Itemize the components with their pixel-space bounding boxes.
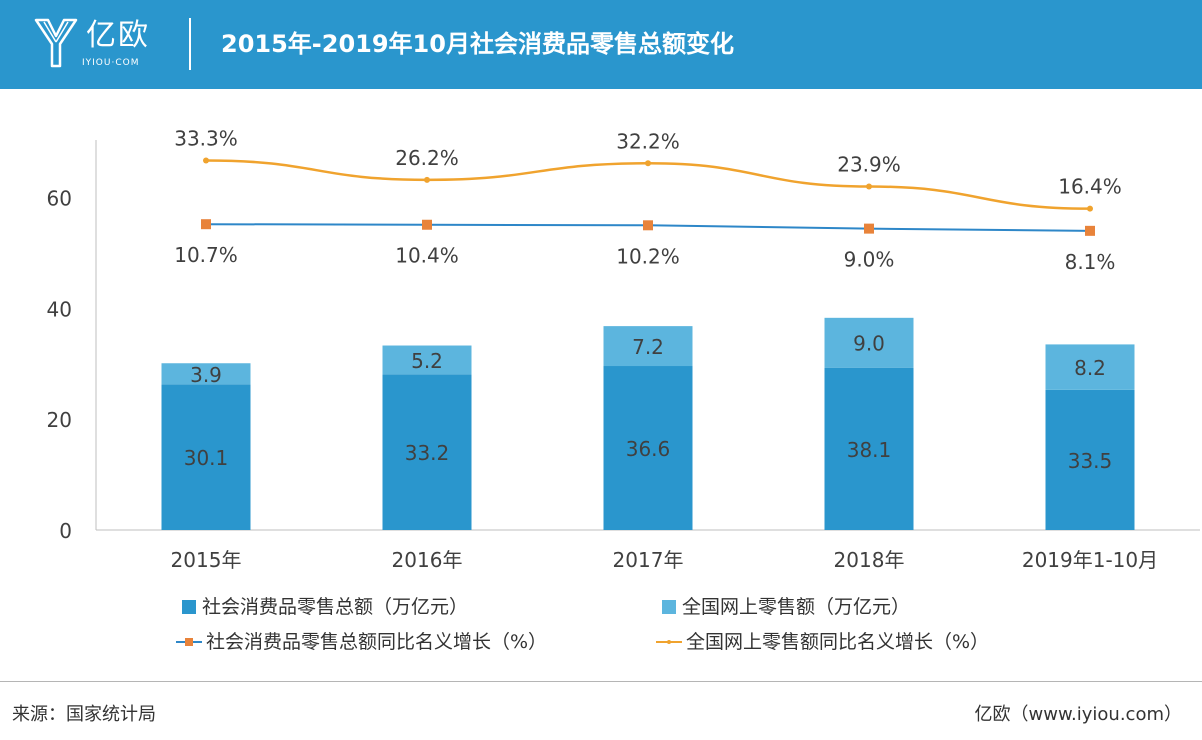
line-total-point-1: [422, 219, 432, 230]
line-online-point-0: [203, 157, 209, 164]
bar-total-4: [1045, 389, 1135, 530]
line-online-point-3: [866, 183, 872, 190]
y-tick-label: 0: [59, 519, 72, 543]
page-title: 2015年-2019年10月社会消费品零售总额变化: [221, 30, 734, 58]
line-online-point-4: [1087, 205, 1093, 212]
bar-online-label-1: 5.2: [411, 349, 443, 373]
bar-total-0: [161, 384, 251, 530]
bar-online-4: [1045, 344, 1135, 390]
footer-divider: [0, 681, 1202, 682]
bar-total-label-4: 33.5: [1068, 449, 1113, 473]
bar-online-label-4: 8.2: [1074, 356, 1106, 380]
bar-online-label-3: 9.0: [853, 332, 885, 356]
line-online-growth: [205, 159, 1091, 210]
logo-subtext: IYIOU·COM: [82, 58, 140, 68]
line-total-label-2: 10.2%: [616, 244, 680, 268]
x-tick-label-1: 2016年: [392, 548, 463, 572]
x-tick-label-4: 2019年1-10月: [1022, 548, 1158, 572]
bar-online-label-0: 3.9: [190, 363, 222, 387]
bar-total-label-3: 38.1: [847, 438, 892, 462]
header-divider: [189, 18, 191, 70]
y-tick-label: 20: [47, 408, 72, 432]
legend-bar-total-label: 社会消费品零售总额（万亿元）: [202, 596, 469, 618]
bar-total-1: [382, 374, 472, 530]
legend-line-online-swatch: [656, 635, 682, 649]
bar-total-label-0: 30.1: [184, 446, 229, 470]
iyiou-logo-icon: [34, 18, 78, 68]
line-online-point-2: [645, 160, 651, 167]
bar-online-3: [824, 317, 914, 368]
x-tick-label-0: 2015年: [171, 548, 242, 572]
bar-online-label-2: 7.2: [632, 335, 664, 359]
bar-total-label-2: 36.6: [626, 437, 671, 461]
bar-total-3: [824, 367, 914, 530]
legend-line-total-label: 社会消费品零售总额同比名义增长（%）: [206, 631, 548, 653]
line-total-label-3: 9.0%: [844, 248, 895, 272]
legend-bar-total-swatch: [182, 600, 196, 614]
line-total-point-3: [864, 223, 874, 234]
legend-line-total-swatch: [176, 635, 202, 649]
legend-bar-total: 社会消费品零售总额（万亿元）: [182, 592, 468, 622]
bar-online-1: [382, 345, 472, 375]
chart-area: 0 20 40 60 30.1 3.9 2015年 33.2 5.2 2016年 36.6 7.2 20…: [47, 126, 1200, 572]
line-total-label-0: 10.7%: [174, 243, 238, 267]
source-note: 来源：国家统计局: [12, 704, 156, 725]
line-total-point-2: [643, 220, 653, 231]
line-online-label-2: 32.2%: [616, 129, 680, 153]
header-banner: 亿欧 IYIOU·COM 2015年-2019年10月社会消费品零售总额变化: [0, 0, 1202, 89]
line-total-point-4: [1085, 225, 1095, 236]
line-online-point-1: [424, 176, 430, 183]
line-total-label-4: 8.1%: [1065, 250, 1116, 274]
legend-bar-online: 全国网上零售额（万亿元）: [662, 592, 910, 622]
x-tick-label-2: 2017年: [613, 548, 684, 572]
line-online-label-4: 16.4%: [1058, 175, 1122, 199]
y-tick-label: 60: [47, 187, 72, 211]
line-total-label-1: 10.4%: [395, 244, 459, 268]
line-online-label-0: 33.3%: [174, 126, 238, 150]
legend-bar-online-label: 全国网上零售额（万亿元）: [682, 596, 911, 618]
bar-total-label-1: 33.2: [405, 441, 450, 465]
y-tick-label: 40: [47, 297, 72, 321]
bar-online-2: [603, 326, 693, 367]
legend-line-online: 全国网上零售额同比名义增长（%）: [656, 627, 989, 657]
legend-line-online-label: 全国网上零售额同比名义增长（%）: [686, 631, 990, 653]
line-total-point-0: [201, 219, 211, 230]
line-online-label-1: 26.2%: [395, 146, 459, 170]
logo-text: 亿欧: [86, 18, 150, 53]
bar-total-2: [603, 366, 693, 530]
x-tick-label-3: 2018年: [834, 548, 905, 572]
brand-note: 亿欧（www.iyiou.com）: [974, 704, 1182, 725]
line-online-label-3: 23.9%: [837, 153, 901, 177]
legend-bar-online-swatch: [662, 600, 676, 614]
bar-online-0: [161, 363, 251, 385]
legend-line-total: 社会消费品零售总额同比名义增长（%）: [176, 627, 547, 657]
